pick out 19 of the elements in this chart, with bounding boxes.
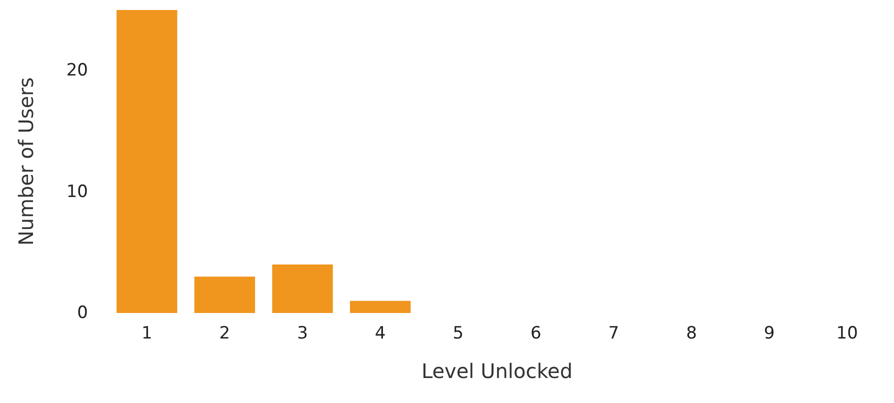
x-tick-label: 8	[686, 324, 697, 344]
x-tick-label: 1	[141, 324, 152, 344]
bar	[350, 300, 411, 313]
bar	[116, 10, 178, 313]
x-axis-title: Level Unlocked	[421, 359, 573, 383]
x-tick-label: 4	[374, 324, 386, 344]
bar	[272, 264, 333, 313]
x-tick-label: 6	[530, 324, 542, 344]
y-axis-title: Number of Users	[14, 77, 38, 246]
x-tick-label: 7	[608, 324, 620, 344]
bar	[194, 276, 256, 313]
y-tick-label: 10	[66, 182, 88, 202]
x-tick-label: 9	[764, 324, 775, 344]
x-tick-label: 2	[219, 324, 230, 344]
x-tick-label: 5	[452, 324, 464, 344]
x-tick-label: 10	[836, 324, 858, 344]
y-tick-label: 20	[66, 60, 88, 81]
x-tick-label: 3	[297, 324, 308, 344]
y-tick-label: 0	[77, 303, 88, 323]
